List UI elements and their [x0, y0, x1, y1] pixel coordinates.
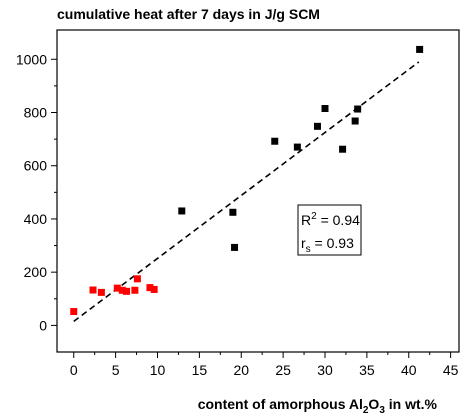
data-point: [89, 286, 97, 294]
stats-box: R2 = 0.94 rs = 0.93: [297, 204, 362, 256]
x-tick-label: 30: [317, 362, 333, 378]
x-tick-label: 0: [70, 362, 78, 378]
trendline: [73, 61, 420, 323]
data-point: [354, 105, 362, 113]
data-point: [113, 284, 121, 292]
data-point: [70, 308, 78, 316]
y-tick-label: 800: [24, 104, 48, 120]
data-point: [231, 243, 239, 251]
x-tick-label: 40: [401, 362, 417, 378]
y-tick-label: 200: [24, 264, 48, 280]
y-tick-label: 1000: [16, 51, 47, 67]
data-point: [293, 143, 301, 151]
data-point: [321, 105, 329, 113]
data-point: [150, 285, 158, 293]
data-points: [70, 45, 424, 316]
x-axis-label: content of amorphous Al2O3 in wt.%: [198, 396, 438, 416]
data-point: [351, 117, 359, 125]
plot-frame: [56, 29, 460, 353]
y-tick-label: 0: [39, 317, 47, 333]
x-tick-label: 5: [112, 362, 120, 378]
x-tick-label: 15: [192, 362, 208, 378]
data-point: [271, 137, 279, 145]
data-point: [229, 208, 237, 216]
r-squared-label: R2 = 0.94: [301, 211, 360, 228]
stats-box-frame: [297, 204, 362, 256]
data-point: [313, 122, 321, 130]
data-point: [123, 287, 131, 295]
data-point: [97, 288, 105, 296]
y-tick-label: 600: [24, 158, 48, 174]
data-point: [118, 286, 126, 294]
data-point: [146, 284, 154, 292]
data-point: [133, 275, 141, 283]
chart-title: cumulative heat after 7 days in J/g SCM: [57, 6, 320, 22]
spearman-label: rs = 0.93: [301, 235, 354, 255]
data-point: [339, 145, 347, 153]
x-tick-label: 35: [359, 362, 375, 378]
y-tick-label: 400: [24, 211, 48, 227]
data-point: [416, 45, 424, 53]
axes: 0 5 10 15 20 25 30 35 40 45 0 200 400 600 800 1000: [16, 29, 460, 378]
data-point: [178, 207, 186, 215]
x-tick-label: 25: [275, 362, 291, 378]
x-tick-label: 10: [150, 362, 166, 378]
x-tick-label: 20: [233, 362, 249, 378]
data-point: [131, 286, 139, 294]
x-tick-label: 45: [443, 362, 459, 378]
trendline-segment: [73, 61, 420, 323]
